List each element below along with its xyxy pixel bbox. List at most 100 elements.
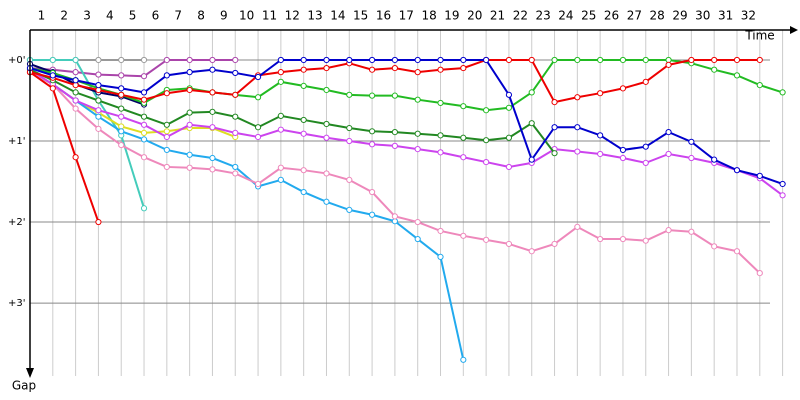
- lap-marker: [505, 134, 513, 141]
- lap-marker: [437, 132, 444, 139]
- lap-marker: [779, 192, 786, 199]
- lap-marker: [95, 107, 102, 114]
- lap-marker: [277, 78, 284, 85]
- lap-marker: [186, 121, 193, 128]
- x-tick-label: 16: [376, 9, 391, 23]
- lap-marker: [756, 82, 763, 89]
- lap-marker: [323, 198, 330, 205]
- lap-marker: [163, 128, 170, 135]
- lap-marker: [711, 156, 718, 163]
- y-tick-label: +3': [8, 298, 26, 309]
- series-line: [29, 68, 784, 197]
- lap-marker: [619, 85, 627, 92]
- lap-marker: [460, 154, 467, 161]
- lap-marker: [665, 150, 672, 158]
- lap-marker: [779, 180, 786, 188]
- lap-marker: [368, 128, 376, 135]
- lap-marker: [140, 73, 148, 80]
- lap-marker: [711, 56, 718, 64]
- lap-marker: [551, 124, 558, 131]
- lap-marker: [300, 167, 307, 174]
- lap-marker: [49, 72, 56, 79]
- lap-marker: [460, 134, 467, 141]
- lap-marker: [460, 232, 467, 239]
- lap-marker: [483, 158, 490, 166]
- lap-marker: [209, 124, 216, 131]
- lap-marker: [323, 86, 330, 94]
- lap-marker: [118, 141, 125, 149]
- lap-marker: [414, 146, 421, 153]
- lap-marker: [414, 56, 421, 64]
- x-tick-label: 19: [444, 9, 459, 23]
- series-line: [29, 68, 556, 154]
- x-tick-label: 10: [239, 9, 254, 23]
- lap-marker: [665, 128, 672, 136]
- lap-marker: [414, 69, 421, 76]
- lap-marker: [597, 56, 604, 64]
- lap-marker: [368, 188, 376, 196]
- lap-marker: [300, 66, 307, 73]
- lap-marker: [277, 164, 284, 171]
- lap-marker: [118, 128, 125, 135]
- lap-marker: [642, 143, 649, 150]
- lap-marker: [323, 134, 330, 141]
- plot-area: [26, 56, 786, 363]
- lap-marker: [72, 97, 79, 104]
- lap-marker: [391, 128, 398, 136]
- lap-marker: [118, 105, 125, 112]
- x-tick-label: 17: [399, 9, 414, 23]
- lap-marker: [254, 73, 262, 81]
- lap-marker: [437, 56, 444, 64]
- lap-marker: [346, 206, 353, 213]
- x-tick-label: 7: [174, 9, 182, 23]
- lap-marker: [505, 240, 513, 248]
- lap-marker: [186, 69, 193, 76]
- x-tick-label: 29: [672, 9, 687, 23]
- y-tick-label: +1': [8, 136, 26, 147]
- lap-marker: [414, 96, 421, 103]
- x-tick-label: 22: [513, 9, 528, 23]
- lap-marker: [140, 129, 148, 137]
- y-tick-label: +0': [8, 55, 26, 66]
- lap-marker: [140, 205, 148, 212]
- lap-marker: [254, 180, 262, 188]
- lap-marker: [688, 138, 695, 145]
- lap-marker: [391, 64, 398, 72]
- lap-marker: [118, 91, 125, 98]
- lap-marker: [140, 89, 148, 96]
- lap-marker: [619, 56, 627, 64]
- lap-marker: [186, 151, 193, 158]
- lap-marker: [665, 61, 672, 68]
- lap-marker: [505, 56, 513, 64]
- lap-marker: [346, 124, 353, 132]
- lap-marker: [756, 269, 763, 277]
- lap-marker: [323, 120, 330, 128]
- lap-marker: [140, 136, 148, 143]
- lap-marker: [232, 163, 239, 171]
- x-tick-label: 1: [38, 9, 46, 23]
- lap-marker: [72, 56, 79, 64]
- lap-marker: [551, 56, 558, 64]
- lap-marker: [642, 237, 649, 244]
- lap-marker: [368, 66, 376, 73]
- lap-marker: [528, 89, 535, 96]
- lap-marker: [72, 69, 79, 76]
- lap-marker: [528, 56, 535, 64]
- x-tick-label: 18: [421, 9, 436, 23]
- lap-marker: [346, 56, 353, 64]
- x-tick-label: 30: [695, 9, 710, 23]
- lap-marker: [711, 66, 718, 73]
- x-tick-label: 2: [60, 9, 68, 23]
- lap-marker: [391, 213, 398, 220]
- x-tick-label: 14: [330, 9, 345, 23]
- lap-marker: [209, 154, 216, 162]
- x-tick-label: 31: [718, 9, 733, 23]
- lap-marker: [483, 137, 490, 144]
- lap-marker: [277, 56, 284, 64]
- lap-marker: [368, 92, 376, 99]
- lap-marker: [95, 218, 102, 226]
- lap-marker: [163, 56, 170, 64]
- lap-marker: [323, 170, 330, 177]
- lap-marker: [232, 69, 239, 77]
- lap-marker: [95, 71, 102, 78]
